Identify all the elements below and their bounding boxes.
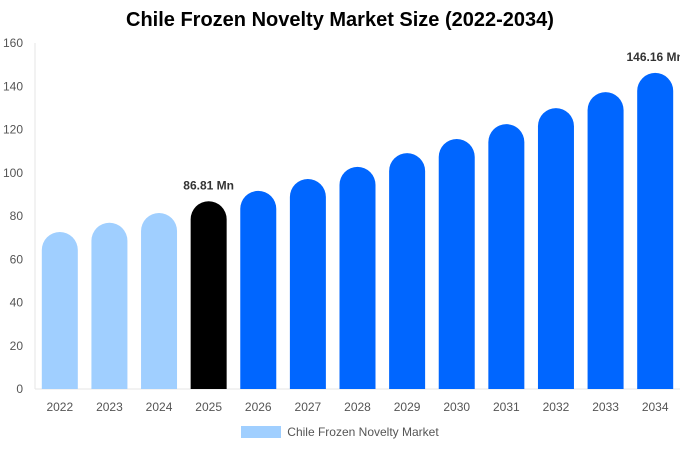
x-tick-label: 2026 <box>245 400 272 414</box>
bar <box>537 108 574 389</box>
y-tick-label: 20 <box>10 339 24 353</box>
x-tick-label: 2032 <box>543 400 570 414</box>
bar <box>389 153 426 389</box>
bar <box>488 124 525 390</box>
y-tick-label: 40 <box>10 296 24 310</box>
x-tick-label: 2033 <box>592 400 619 414</box>
chart-title: Chile Frozen Novelty Market Size (2022-2… <box>126 9 554 31</box>
bar <box>91 222 128 389</box>
data-label: 86.81 Mn <box>183 178 234 192</box>
bar <box>339 166 376 389</box>
bar <box>289 179 326 389</box>
x-tick-label: 2029 <box>394 400 421 414</box>
bar <box>637 72 674 389</box>
legend-swatch <box>241 426 282 438</box>
y-tick-label: 100 <box>3 166 23 180</box>
data-label: 146.16 Mn <box>627 50 680 64</box>
bar <box>240 190 277 389</box>
x-tick-label: 2025 <box>195 400 222 414</box>
x-tick-label: 2030 <box>443 400 470 414</box>
bar <box>141 212 178 389</box>
y-tick-label: 60 <box>10 252 24 266</box>
y-tick-label: 160 <box>3 36 23 50</box>
bar <box>41 232 78 389</box>
y-tick-label: 0 <box>16 382 23 396</box>
y-tick-label: 140 <box>3 79 23 93</box>
y-tick-label: 120 <box>3 123 23 137</box>
x-tick-label: 2023 <box>96 400 123 414</box>
bar <box>587 92 624 390</box>
x-tick-label: 2027 <box>295 400 322 414</box>
x-tick-label: 2028 <box>344 400 371 414</box>
x-tick-label: 2022 <box>46 400 73 414</box>
x-tick-label: 2031 <box>493 400 520 414</box>
bar <box>438 139 475 389</box>
legend-label: Chile Frozen Novelty Market <box>287 425 439 439</box>
y-tick-label: 80 <box>10 209 24 223</box>
x-tick-label: 2024 <box>146 400 173 414</box>
legend: Chile Frozen Novelty Market <box>0 425 680 439</box>
bar <box>190 201 227 389</box>
x-tick-label: 2034 <box>642 400 669 414</box>
